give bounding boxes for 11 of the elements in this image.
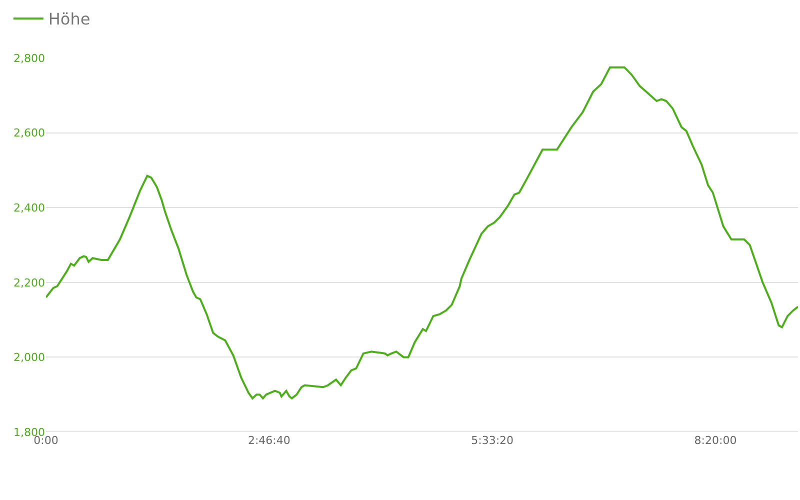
x-tick-label: 8:20:00 bbox=[694, 434, 737, 447]
y-tick-label: 2,200 bbox=[14, 276, 45, 290]
x-tick-label: 2:46:40 bbox=[248, 434, 290, 447]
y-tick-label: 2,600 bbox=[14, 126, 45, 140]
y-tick-label: 2,000 bbox=[14, 351, 45, 364]
line-series bbox=[46, 66, 798, 400]
y-tick-label: 2,400 bbox=[14, 201, 45, 214]
x-tick-label: 5:33:20 bbox=[471, 434, 514, 447]
legend-label: Höhe bbox=[48, 10, 90, 29]
y-tick-label: 2,800 bbox=[14, 52, 45, 65]
y-tick-label: 1,800 bbox=[14, 426, 45, 439]
